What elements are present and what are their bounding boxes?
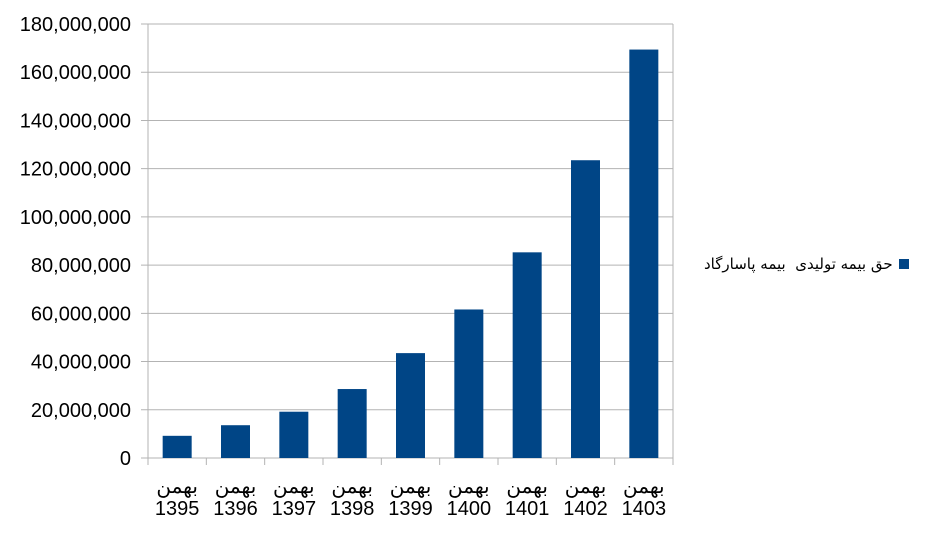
x-tick-label: 1402 (563, 498, 608, 520)
y-tick-label: 180,000,000 (20, 14, 131, 36)
y-tick-label: 0 (120, 448, 131, 470)
x-tick-label: 1395 (155, 498, 200, 520)
x-tick-label: بهمن (448, 476, 490, 498)
x-tick-label: 1397 (272, 498, 317, 520)
bar (279, 411, 309, 458)
y-tick-label: 80,000,000 (31, 255, 131, 277)
x-tick-label: بهمن (273, 476, 315, 498)
legend-swatch (898, 259, 909, 269)
y-tick-label: 100,000,000 (20, 207, 131, 229)
gridlines (141, 23, 673, 459)
y-tick-labels: 0 20,000,000 40,000,000 60,000,000 80,000,00… (20, 14, 131, 470)
bar (512, 252, 542, 458)
x-tick-label: بهمن (506, 476, 548, 498)
x-tick-labels: بهمن1395بهمن1396بهمن1397بهمن1398بهمن1399… (155, 476, 666, 520)
x-tick-label: 1398 (330, 498, 375, 520)
y-tick-label: 40,000,000 (31, 352, 131, 374)
y-tick-label: 120,000,000 (20, 159, 131, 181)
y-tick-label: 160,000,000 (20, 62, 131, 84)
y-tick-label: 60,000,000 (31, 303, 131, 325)
legend: حق بیمه تولیدی بیمه پاسارگاد (704, 255, 909, 273)
bar (162, 435, 192, 458)
axes (147, 24, 674, 465)
x-tick-label: 1401 (505, 498, 550, 520)
x-tick-label: بهمن (390, 476, 432, 498)
x-tick-label: بهمن (215, 476, 257, 498)
bar (571, 160, 600, 458)
x-tick-label: 1400 (447, 498, 492, 520)
bar (629, 49, 659, 459)
legend-label: حق بیمه تولیدی بیمه پاسارگاد (704, 255, 893, 273)
bar (396, 353, 425, 458)
x-tick-label: بهمن (565, 476, 607, 498)
bar (337, 389, 367, 458)
bar (221, 425, 250, 458)
y-tick-label: 140,000,000 (20, 110, 131, 132)
x-tick-label: بهمن (331, 476, 373, 498)
x-tick-label: 1399 (388, 498, 433, 520)
x-tick-label: 1396 (213, 498, 258, 520)
x-tick-label: بهمن (156, 476, 198, 498)
x-tick-label: بهمن (623, 476, 665, 498)
bars (162, 49, 659, 459)
bar (454, 309, 484, 458)
x-tick-label: 1403 (622, 498, 667, 520)
y-tick-label: 20,000,000 (31, 400, 131, 422)
